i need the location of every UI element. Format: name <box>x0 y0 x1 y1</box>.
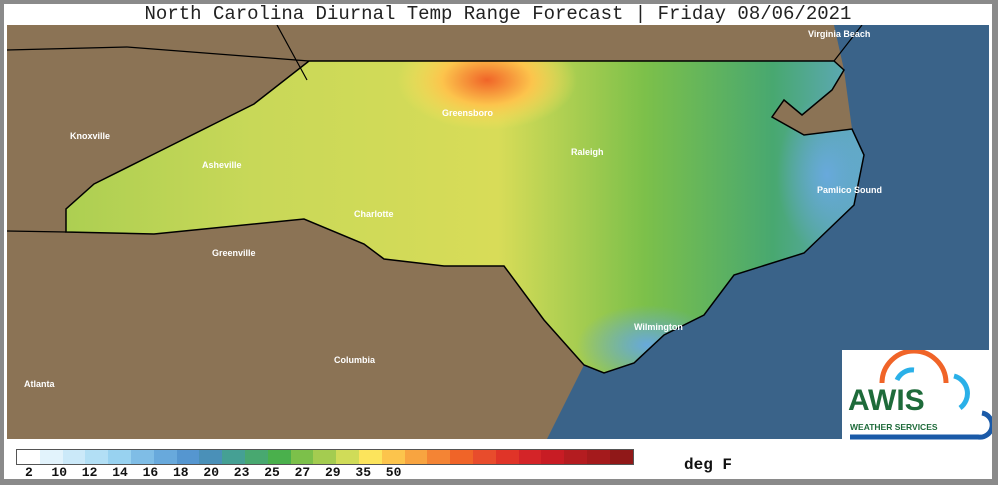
svg-text:AWIS: AWIS <box>848 384 925 417</box>
city-label: Greenville <box>212 248 256 258</box>
city-label: Knoxville <box>70 131 110 141</box>
map-title: North Carolina Diurnal Temp Range Foreca… <box>144 4 852 24</box>
legend-label: 14 <box>112 465 128 480</box>
city-label: Charlotte <box>354 209 394 219</box>
legend-swatch <box>495 450 519 464</box>
svg-text:WEATHER SERVICES: WEATHER SERVICES <box>850 422 938 432</box>
city-label: Asheville <box>202 160 242 170</box>
legend-swatch <box>222 450 245 464</box>
legend-label: 12 <box>81 465 98 480</box>
legend-swatch <box>381 450 405 464</box>
legend-label: 2 <box>25 465 33 480</box>
legend-swatch <box>336 450 359 464</box>
legend-swatch <box>609 450 633 464</box>
legend-swatch <box>176 450 200 464</box>
legend-label: 35 <box>355 465 371 480</box>
legend-label: 18 <box>173 465 189 480</box>
legend-swatch <box>518 450 542 464</box>
map-panel: North Carolina Diurnal Temp Range Foreca… <box>4 4 995 480</box>
legend-swatch <box>541 450 565 464</box>
city-label: Columbia <box>334 355 376 365</box>
legend-swatch <box>153 450 177 464</box>
legend-label: 27 <box>294 465 311 480</box>
color-legend <box>16 449 634 465</box>
legend-label: 29 <box>325 465 341 480</box>
city-label: Raleigh <box>571 147 604 157</box>
legend-swatch <box>130 450 154 464</box>
legend-label: 23 <box>233 465 250 480</box>
forecast-map: Virginia Beach Knoxville Greensboro Raleigh… <box>7 25 989 439</box>
legend-swatch <box>564 450 587 464</box>
city-label: Virginia Beach <box>808 29 870 39</box>
legend-swatch <box>290 450 314 464</box>
legend-swatch <box>85 450 109 464</box>
legend-swatch <box>62 450 86 464</box>
legend-label: 20 <box>203 465 219 480</box>
legend-swatch <box>17 450 40 464</box>
legend-unit: deg F <box>684 456 733 474</box>
legend-swatch <box>586 450 610 464</box>
city-label: Greensboro <box>442 108 494 118</box>
city-label: Wilmington <box>634 322 683 332</box>
legend-label: 50 <box>385 465 402 480</box>
legend-swatch <box>39 450 63 464</box>
legend-swatch <box>313 450 337 464</box>
awis-logo: AWIS WEATHER SERVICES <box>842 348 995 442</box>
legend-swatch <box>108 450 131 464</box>
legend-label: 25 <box>264 465 280 480</box>
city-labels: Virginia Beach Knoxville Greensboro Raleigh… <box>24 29 882 389</box>
city-label: Atlanta <box>24 379 55 389</box>
legend-swatch <box>450 450 473 464</box>
legend-swatch <box>427 450 451 464</box>
legend-label: 10 <box>51 465 67 480</box>
legend-swatch <box>404 450 428 464</box>
legend-label: 16 <box>142 465 159 480</box>
legend-swatch <box>244 450 268 464</box>
state-borders <box>7 25 863 233</box>
legend-swatch <box>472 450 496 464</box>
ocean <box>547 25 989 439</box>
city-label: Pamlico Sound <box>817 185 882 195</box>
legend-swatch <box>199 450 223 464</box>
legend-swatch <box>267 450 291 464</box>
legend-swatch <box>358 450 382 464</box>
